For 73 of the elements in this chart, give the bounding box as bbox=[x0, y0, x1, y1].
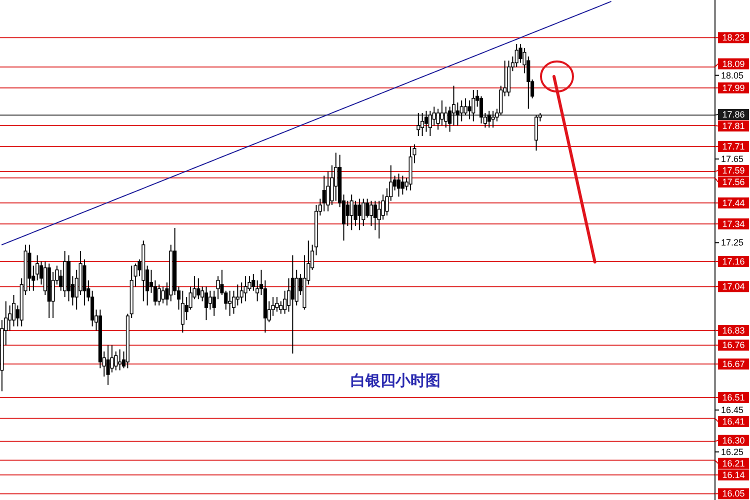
candlestick bbox=[358, 198, 362, 231]
ref-line-label: 16.83 bbox=[722, 326, 745, 336]
candlestick bbox=[448, 106, 452, 132]
candlestick bbox=[428, 110, 432, 136]
candlestick bbox=[157, 284, 161, 306]
ref-line-label: 18.23 bbox=[722, 32, 745, 43]
ref-line-label: 17.59 bbox=[722, 165, 745, 176]
candlestick bbox=[424, 110, 428, 132]
candlestick bbox=[283, 290, 287, 314]
y-tick-label: 17.65 bbox=[721, 154, 744, 164]
candlestick bbox=[468, 100, 472, 120]
ref-line-label: 17.56 bbox=[722, 176, 745, 187]
candlestick bbox=[118, 348, 122, 371]
ref-line-label: 16.67 bbox=[722, 359, 745, 370]
candlestick bbox=[369, 200, 374, 226]
candlestick bbox=[420, 112, 424, 136]
candlestick bbox=[464, 98, 468, 116]
candlestick bbox=[514, 43, 518, 68]
candlestick bbox=[279, 300, 283, 314]
candlestick bbox=[196, 278, 200, 300]
y-tick-label: 16.45 bbox=[721, 405, 744, 416]
candlestick bbox=[366, 198, 370, 218]
candlestick bbox=[208, 290, 212, 310]
candlestick bbox=[472, 89, 476, 122]
candlestick bbox=[275, 296, 279, 312]
line-series bbox=[1, 1, 612, 246]
y-tick-label: 16.25 bbox=[721, 446, 744, 457]
candlestick bbox=[334, 152, 338, 202]
candlestick bbox=[161, 286, 165, 304]
candlestick bbox=[432, 106, 436, 126]
candlestick bbox=[416, 112, 420, 136]
candlestick bbox=[228, 290, 232, 316]
candlestick bbox=[271, 296, 275, 316]
y-tick-label: 18.05 bbox=[721, 70, 744, 80]
candlestick bbox=[460, 100, 464, 122]
ref-line-label: 17.71 bbox=[722, 141, 745, 152]
candlestick bbox=[350, 194, 354, 231]
candlestick bbox=[400, 175, 404, 196]
text: 白银四小时图 bbox=[350, 372, 440, 390]
candlestick bbox=[491, 110, 495, 128]
ref-line-label: 17.99 bbox=[722, 82, 745, 93]
ref-line-label: 17.86 bbox=[722, 109, 745, 120]
ref-line-label: 16.05 bbox=[722, 488, 745, 499]
ref-line-label: 17.04 bbox=[722, 282, 745, 292]
candlestick bbox=[534, 114, 538, 152]
candlestick bbox=[354, 200, 358, 226]
candlestick bbox=[487, 110, 491, 128]
candlestick bbox=[204, 286, 208, 321]
candlestick bbox=[106, 344, 110, 386]
y-tick-label: 17.25 bbox=[721, 238, 744, 248]
candlestick bbox=[294, 269, 298, 306]
candlestick bbox=[362, 198, 366, 226]
ref-line-label: 16.30 bbox=[722, 435, 745, 446]
ref-line-label: 16.76 bbox=[722, 340, 745, 350]
ref-line-label: 17.81 bbox=[722, 120, 745, 131]
ref-line-label: 17.44 bbox=[722, 198, 745, 208]
ref-line-label: 16.51 bbox=[722, 392, 745, 402]
candlestick bbox=[290, 254, 294, 354]
ref-line-label: 16.14 bbox=[722, 470, 745, 480]
candlestick bbox=[346, 200, 350, 226]
ref-line-label: 16.21 bbox=[722, 458, 745, 468]
candlestick bbox=[440, 100, 444, 126]
candlestick bbox=[180, 290, 184, 334]
candlestick bbox=[322, 175, 326, 212]
ref-line-label: 18.09 bbox=[722, 58, 745, 69]
candlestick bbox=[396, 173, 401, 198]
candlestick bbox=[252, 274, 256, 292]
candlestick bbox=[236, 284, 240, 306]
ref-line-label: 16.41 bbox=[722, 416, 745, 427]
ref-line-label: 17.16 bbox=[722, 256, 745, 267]
candlestick bbox=[244, 276, 248, 302]
candlestick bbox=[12, 294, 16, 327]
ref-line-label: 17.34 bbox=[722, 218, 745, 229]
